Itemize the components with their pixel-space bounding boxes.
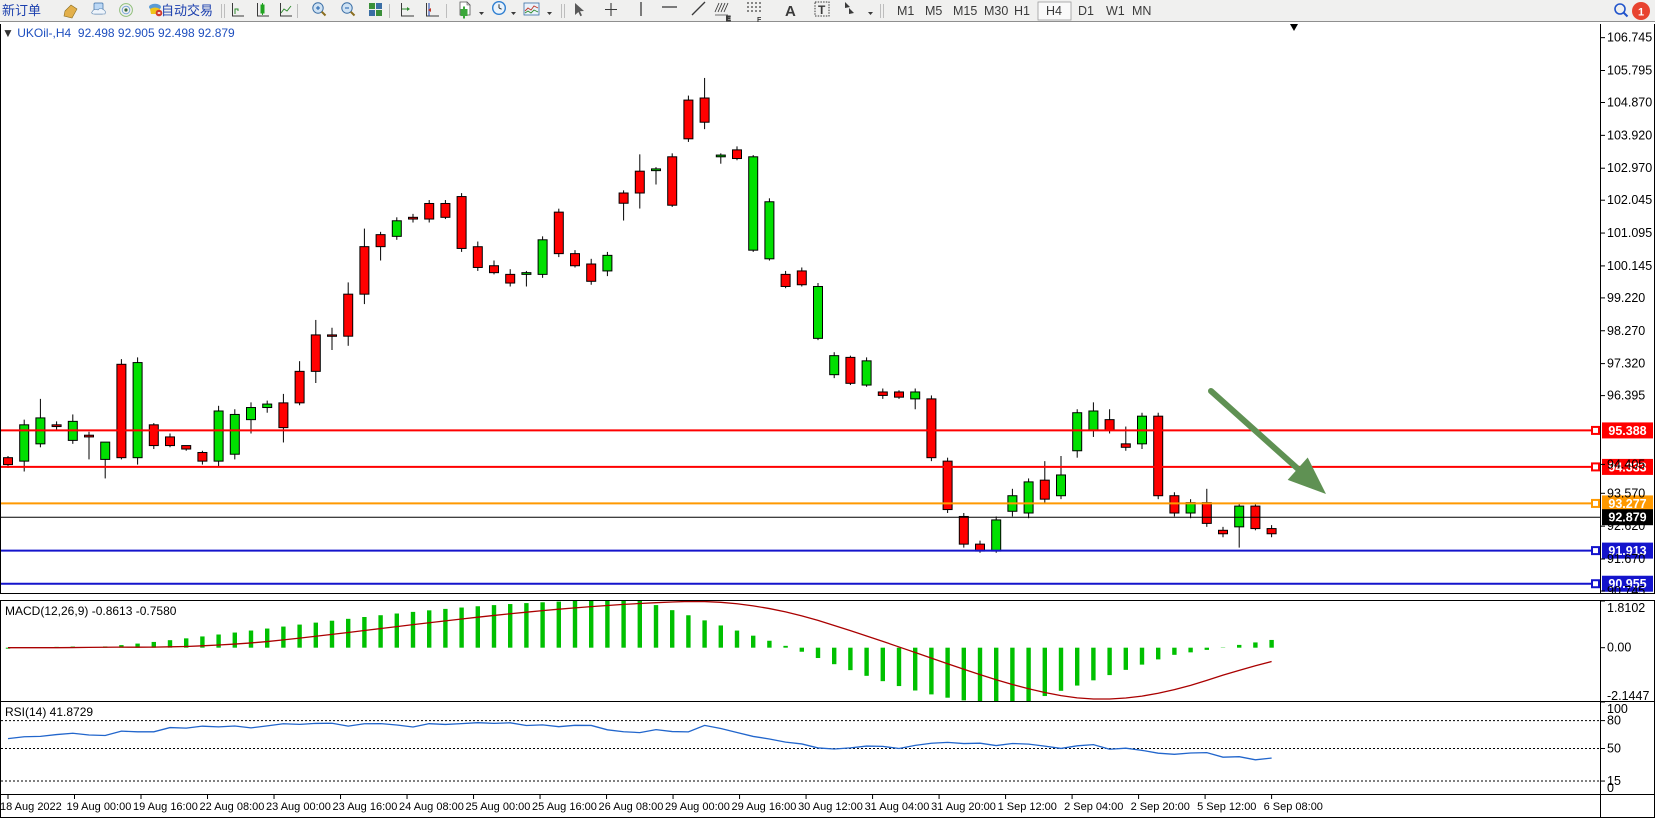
svg-text:MN: MN <box>1132 4 1151 18</box>
svg-text:18 Aug 2022: 18 Aug 2022 <box>1 801 62 813</box>
svg-text:104.870: 104.870 <box>1607 96 1652 110</box>
svg-text:96.395: 96.395 <box>1607 389 1645 403</box>
svg-text:2 Sep 20:00: 2 Sep 20:00 <box>1131 801 1190 813</box>
svg-text:M30: M30 <box>984 4 1008 18</box>
svg-text:97.320: 97.320 <box>1607 357 1645 371</box>
svg-text:19 Aug 16:00: 19 Aug 16:00 <box>133 801 198 813</box>
svg-text:19 Aug 00:00: 19 Aug 00:00 <box>67 801 132 813</box>
svg-text:1: 1 <box>1638 7 1644 19</box>
svg-text:M15: M15 <box>953 4 977 18</box>
svg-text:T: T <box>818 3 826 17</box>
svg-text:26 Aug 08:00: 26 Aug 08:00 <box>599 801 664 813</box>
svg-text:2 Sep 04:00: 2 Sep 04:00 <box>1064 801 1123 813</box>
svg-text:101.095: 101.095 <box>1607 226 1652 240</box>
svg-text:93.570: 93.570 <box>1607 486 1645 500</box>
svg-text:102.970: 102.970 <box>1607 161 1652 175</box>
svg-text:A: A <box>785 3 796 20</box>
svg-text:80: 80 <box>1607 714 1621 728</box>
svg-text:92.620: 92.620 <box>1607 519 1645 533</box>
svg-text:29 Aug 00:00: 29 Aug 00:00 <box>665 801 730 813</box>
svg-text:D1: D1 <box>1078 4 1094 18</box>
svg-text:F: F <box>757 17 762 22</box>
svg-text:23 Aug 00:00: 23 Aug 00:00 <box>266 801 331 813</box>
svg-text:31 Aug 04:00: 31 Aug 04:00 <box>865 801 930 813</box>
svg-text:29 Aug 16:00: 29 Aug 16:00 <box>732 801 797 813</box>
svg-text:5 Sep 12:00: 5 Sep 12:00 <box>1197 801 1256 813</box>
svg-text:94.405: 94.405 <box>1607 457 1645 471</box>
svg-text:90.745: 90.745 <box>1607 584 1645 594</box>
svg-text:23 Aug 16:00: 23 Aug 16:00 <box>333 801 398 813</box>
svg-text:95.388: 95.388 <box>1608 424 1646 438</box>
svg-text:99.220: 99.220 <box>1607 291 1645 305</box>
svg-text:W1: W1 <box>1106 4 1125 18</box>
svg-text:50: 50 <box>1607 742 1621 756</box>
svg-text:25 Aug 00:00: 25 Aug 00:00 <box>466 801 531 813</box>
svg-text:102.045: 102.045 <box>1607 193 1652 207</box>
svg-text:105.795: 105.795 <box>1607 64 1652 78</box>
svg-text:1 Sep 12:00: 1 Sep 12:00 <box>998 801 1057 813</box>
svg-text:30 Aug 12:00: 30 Aug 12:00 <box>798 801 863 813</box>
svg-text:MACD(12,26,9) -0.8613 -0.758: MACD(12,26,9) -0.8613 -0.7580 <box>5 604 177 618</box>
svg-text:H4: H4 <box>1046 4 1062 18</box>
svg-text:25 Aug 16:00: 25 Aug 16:00 <box>532 801 597 813</box>
svg-text:M1: M1 <box>897 4 914 18</box>
svg-text:22 Aug 08:00: 22 Aug 08:00 <box>200 801 265 813</box>
svg-text:91.670: 91.670 <box>1607 552 1645 566</box>
svg-text:E: E <box>726 16 731 22</box>
svg-text:0: 0 <box>1607 781 1614 795</box>
svg-text:RSI(14) 41.8729: RSI(14) 41.8729 <box>5 705 93 719</box>
svg-text:24 Aug 08:00: 24 Aug 08:00 <box>399 801 464 813</box>
svg-text:0.00: 0.00 <box>1607 641 1631 655</box>
svg-text:103.920: 103.920 <box>1607 128 1652 142</box>
svg-text:自动交易: 自动交易 <box>161 3 213 18</box>
svg-text:106.745: 106.745 <box>1607 31 1652 45</box>
svg-text:98.270: 98.270 <box>1607 324 1645 338</box>
svg-text:H1: H1 <box>1014 4 1030 18</box>
svg-text:100.145: 100.145 <box>1607 259 1652 273</box>
svg-text:M5: M5 <box>925 4 942 18</box>
svg-text:-2.1447: -2.1447 <box>1607 689 1649 702</box>
svg-text:31 Aug 20:00: 31 Aug 20:00 <box>931 801 996 813</box>
svg-text:6 Sep 08:00: 6 Sep 08:00 <box>1264 801 1323 813</box>
svg-text:新订单: 新订单 <box>2 3 41 18</box>
svg-text:1.8102: 1.8102 <box>1607 601 1645 615</box>
